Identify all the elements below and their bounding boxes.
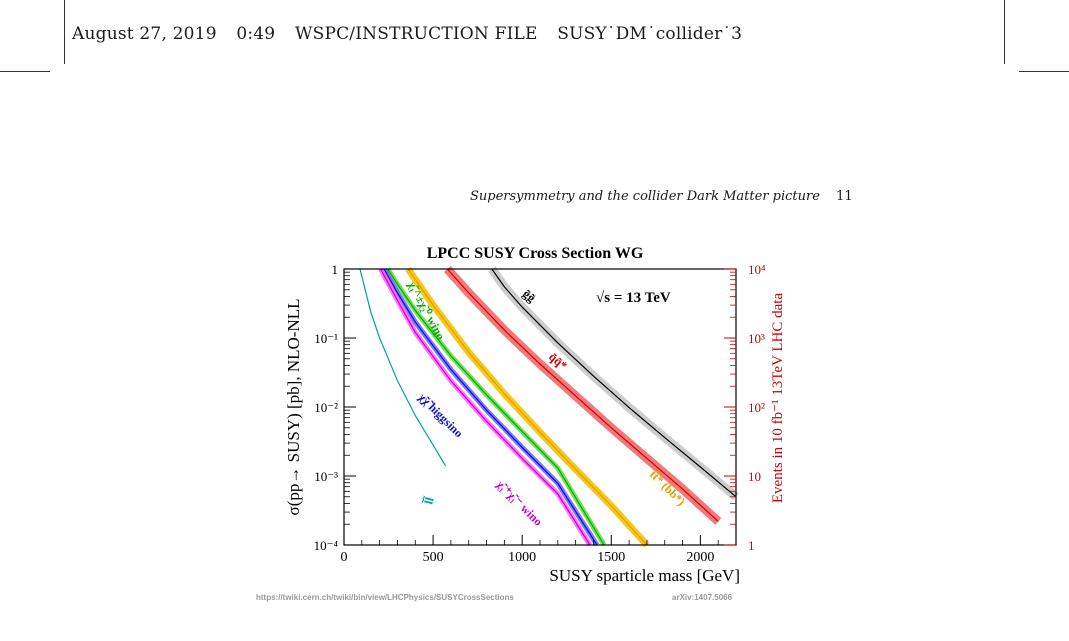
- running-head-title: Supersymmetry and the collider Dark Matt…: [470, 189, 820, 204]
- x-axis-label: SUSY sparticle mass [GeV]: [549, 566, 740, 585]
- y-tick-label: 10⁻¹: [314, 331, 338, 346]
- y-tick-label: 10⁻⁴: [314, 538, 339, 553]
- series-line-stop: [407, 268, 648, 546]
- y2-tick-label: 10²: [748, 400, 765, 415]
- arxiv-reference: arXiv:1407.5066: [672, 593, 733, 602]
- x-tick-label: 2000: [686, 550, 714, 565]
- y2-tick-label: 10⁴: [748, 262, 766, 277]
- x-tick-label: 1000: [508, 550, 536, 565]
- series-line-gg: [491, 268, 737, 498]
- y2-axis-label: Events in 10 fb⁻¹ 13TeV LHC data: [770, 293, 786, 504]
- header-file-name: SUSY˙DM˙collider˙3: [557, 24, 743, 44]
- y-tick-label: 1: [332, 262, 339, 277]
- crop-mark-right-vertical: [1004, 0, 1005, 64]
- header-time: 0:49: [236, 24, 276, 44]
- running-head: Supersymmetry and the collider Dark Matt…: [470, 189, 853, 204]
- series-label-wino_c: χ̃₁⁺χ̃₁⁻ wino: [493, 477, 545, 529]
- series-line-sq: [446, 268, 719, 522]
- chart-title: LPCC SUSY Cross Section WG: [427, 245, 644, 262]
- page-number: 11: [836, 189, 853, 204]
- x-tick-label: 500: [423, 550, 444, 565]
- y-tick-label: 10⁻³: [314, 469, 338, 484]
- series-line-wino_c: [379, 268, 591, 546]
- x-tick-label: 0: [341, 550, 348, 565]
- y2-tick-label: 10³: [748, 331, 765, 346]
- x-tick-label: 1500: [597, 550, 625, 565]
- series-label-higgsino: χ̃χ̃ higgsino: [415, 390, 466, 441]
- page-header: August 27, 2019 0:49 WSPC/INSTRUCTION FI…: [72, 24, 756, 44]
- series-label-wino_n: χ̃₁^±χ̃₂⁰ wino: [405, 278, 448, 342]
- header-file-type: WSPC/INSTRUCTION FILE: [294, 24, 538, 44]
- y2-tick-label: 1: [748, 538, 755, 553]
- y2-tick-label: 10: [748, 469, 761, 484]
- crop-mark-left-vertical: [64, 0, 65, 64]
- header-date: August 27, 2019: [72, 24, 217, 44]
- series-line-higgsino: [383, 268, 598, 546]
- crop-mark-right-horizontal: [1019, 71, 1069, 72]
- series-line-slepton: [359, 268, 447, 467]
- y-axis-label: σ(pp→ SUSY) [pb], NLO-NLL: [284, 299, 303, 516]
- source-url: https://twiki.cern.ch/twiki/bin/view/LHC…: [256, 593, 514, 602]
- series-line-wino_n: [387, 268, 605, 546]
- series-label-slepton: l̃l̃: [421, 495, 437, 506]
- crop-mark-left-horizontal: [0, 71, 50, 72]
- y-tick-label: 10⁻²: [314, 400, 338, 415]
- energy-annotation: √s = 13 TeV: [596, 290, 671, 306]
